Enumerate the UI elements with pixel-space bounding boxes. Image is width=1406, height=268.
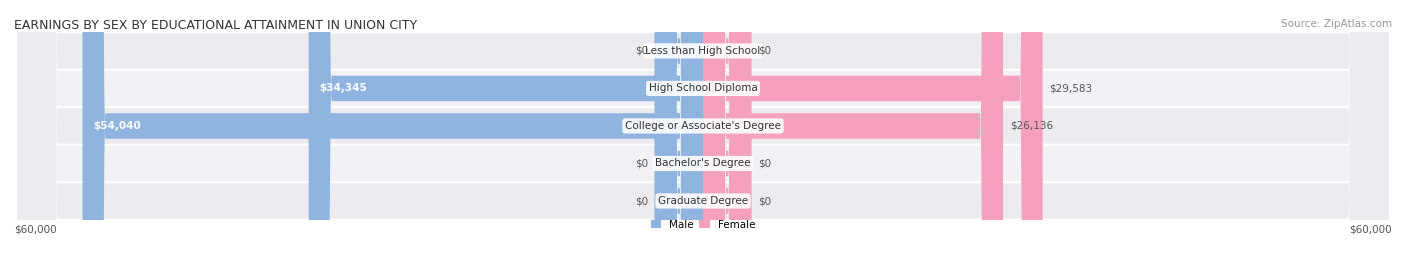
- FancyBboxPatch shape: [309, 0, 703, 268]
- Text: $0: $0: [758, 46, 772, 56]
- FancyBboxPatch shape: [655, 0, 703, 268]
- FancyBboxPatch shape: [703, 0, 1002, 268]
- Text: $29,583: $29,583: [1049, 83, 1092, 94]
- Text: Source: ZipAtlas.com: Source: ZipAtlas.com: [1281, 19, 1392, 29]
- FancyBboxPatch shape: [655, 0, 703, 268]
- FancyBboxPatch shape: [17, 0, 1389, 268]
- Text: $60,000: $60,000: [1350, 224, 1392, 234]
- FancyBboxPatch shape: [703, 0, 751, 268]
- Text: $0: $0: [758, 158, 772, 169]
- FancyBboxPatch shape: [17, 0, 1389, 268]
- Text: $0: $0: [758, 196, 772, 206]
- Text: $0: $0: [634, 196, 648, 206]
- Text: $0: $0: [634, 158, 648, 169]
- FancyBboxPatch shape: [655, 0, 703, 268]
- Text: EARNINGS BY SEX BY EDUCATIONAL ATTAINMENT IN UNION CITY: EARNINGS BY SEX BY EDUCATIONAL ATTAINMEN…: [14, 19, 418, 32]
- Text: High School Diploma: High School Diploma: [648, 83, 758, 94]
- FancyBboxPatch shape: [703, 0, 751, 268]
- Text: $34,345: $34,345: [319, 83, 367, 94]
- Text: College or Associate's Degree: College or Associate's Degree: [626, 121, 780, 131]
- Text: $60,000: $60,000: [14, 224, 56, 234]
- Legend: Male, Female: Male, Female: [651, 219, 755, 230]
- FancyBboxPatch shape: [17, 0, 1389, 268]
- FancyBboxPatch shape: [17, 0, 1389, 268]
- FancyBboxPatch shape: [83, 0, 703, 268]
- FancyBboxPatch shape: [703, 0, 1043, 268]
- FancyBboxPatch shape: [703, 0, 751, 268]
- Text: Graduate Degree: Graduate Degree: [658, 196, 748, 206]
- Text: $0: $0: [634, 46, 648, 56]
- Text: Bachelor's Degree: Bachelor's Degree: [655, 158, 751, 169]
- FancyBboxPatch shape: [17, 0, 1389, 268]
- Text: Less than High School: Less than High School: [645, 46, 761, 56]
- Text: $26,136: $26,136: [1010, 121, 1053, 131]
- Text: $54,040: $54,040: [93, 121, 141, 131]
